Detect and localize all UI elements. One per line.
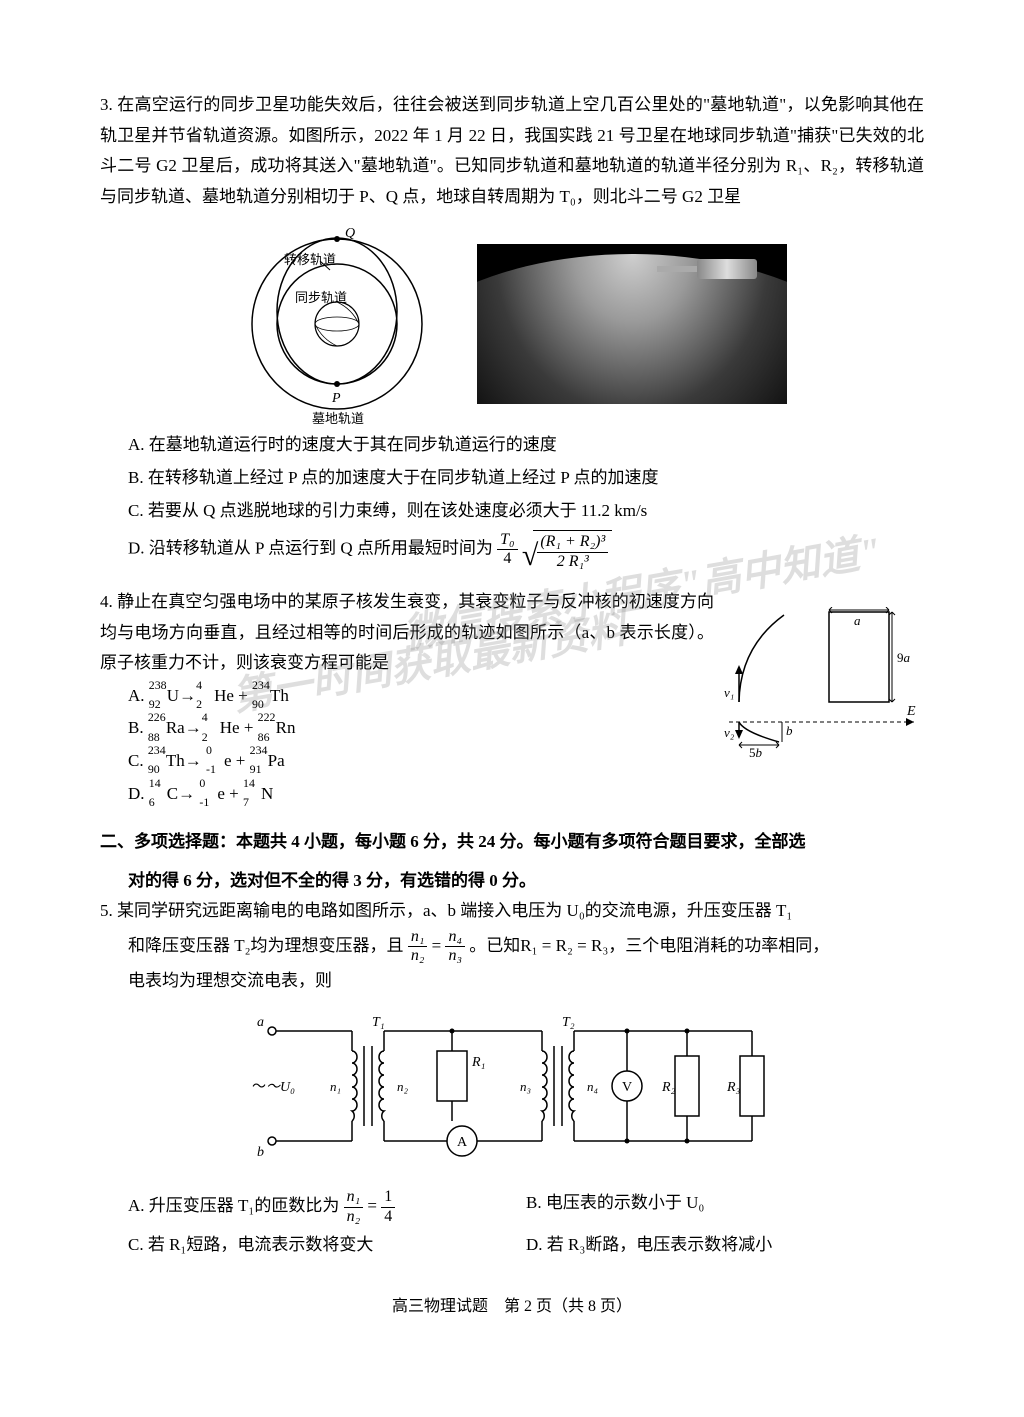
question-5: 5. 某同学研究远距离输电的电路如图所示，a、b 端接入电压为 U₀的交流电源，… [100, 896, 924, 1263]
orbit-diagram: Q 转移轨道 同步轨道 P 墓地轨道 [237, 224, 437, 424]
q3-text: 在高空运行的同步卫星功能失效后，往往会被送到同步轨道上空几百公里处的"墓地轨道"… [100, 95, 924, 206]
section2-head: 二、多项选择题：本题共 4 小题，每小题 6 分，共 24 分。每小题有多项符合… [100, 827, 924, 858]
q4-text: 静止在真空匀强电场中的某原子核发生衰变，其衰变粒子与反冲核的初速度方向均与电场方… [100, 592, 714, 672]
svg-text:～～U₀: ～～U₀ [252, 1080, 295, 1095]
page-footer: 高三物理试题 第 2 页（共 8 页） [100, 1293, 924, 1322]
q5-ratio1: n₁ n₂ [408, 928, 428, 966]
section2-sub: 对的得 6 分，选对但不全的得 3 分，有选错的得 0 分。 [100, 866, 924, 897]
q5-number: 5. [100, 901, 113, 920]
q3-optB: B. 在转移轨道上经过 P 点的加速度大于在同步轨道上经过 P 点的加速度 [128, 463, 924, 494]
q4-optB: B. 22688Ra→42He + 22286Rn [128, 713, 714, 744]
svg-text:b: b [257, 1145, 264, 1160]
q5-stem: 5. 某同学研究远距离输电的电路如图所示，a、b 端接入电压为 U₀的交流电源，… [100, 896, 924, 927]
q3-number: 3. [100, 95, 113, 114]
svg-text:R₁: R₁ [471, 1055, 485, 1070]
q5-optC: C. 若 R₁短路，电流表示数将变大 [128, 1230, 526, 1261]
q4-number: 4. [100, 592, 113, 611]
svg-text:n₄: n₄ [587, 1079, 599, 1094]
q3-stem: 3. 在高空运行的同步卫星功能失效后，往往会被送到同步轨道上空几百公里处的"墓地… [100, 90, 924, 212]
q5-options: A. 升压变压器 T₁的匝数比为 n₁ n₂ = 1 4 B. 电压表的示数小于… [100, 1186, 924, 1262]
satellite-photo [477, 244, 787, 404]
q5-circuit: a b ～～U₀ T₁ n₁ n₂ [100, 1006, 924, 1176]
svg-text:Q: Q [345, 226, 355, 241]
svg-text:v₂: v₂ [724, 725, 735, 740]
q5-ratio2: n₄ n₃ [445, 928, 465, 966]
svg-text:n₂: n₂ [397, 1079, 409, 1094]
q4-stem: 4. 静止在真空匀强电场中的某原子核发生衰变，其衰变粒子与反冲核的初速度方向均与… [100, 587, 714, 679]
svg-text:a: a [854, 613, 861, 628]
svg-text:a: a [257, 1015, 264, 1030]
q4-figure: E a 9a [724, 587, 924, 811]
svg-text:R₃: R₃ [726, 1080, 741, 1095]
svg-text:T₁: T₁ [372, 1015, 385, 1030]
q5-optB: B. 电压表的示数小于 U₀ [526, 1188, 924, 1226]
svg-text:V: V [622, 1080, 632, 1095]
q3-options: A. 在墓地轨道运行时的速度大于其在同步轨道运行的速度 B. 在转移轨道上经过 … [100, 430, 924, 571]
svg-text:n₃: n₃ [520, 1079, 531, 1094]
svg-text:墓地轨道: 墓地轨道 [312, 411, 364, 424]
svg-text:同步轨道: 同步轨道 [295, 290, 347, 305]
q3-optD-frac1: T₀ 4 [497, 531, 517, 569]
q3-optD: D. 沿转移轨道从 P 点运行到 Q 点所用最短时间为 T₀ 4 √ (R₁ +… [128, 528, 924, 571]
svg-text:5b: 5b [749, 745, 763, 757]
q5-line3: 电表均为理想交流电表，则 [100, 966, 924, 997]
svg-text:转移轨道: 转移轨道 [284, 252, 336, 267]
svg-text:R₂: R₂ [661, 1080, 676, 1095]
q4-optD: D. 146C→ 0-1e + 147N [128, 779, 714, 810]
question-4: 微信搜索小程序"高中知道" 第一时间获取最新资料 4. 静止在真空匀强电场中的某… [100, 587, 924, 811]
q3-optA: A. 在墓地轨道运行时的速度大于其在同步轨道运行的速度 [128, 430, 924, 461]
q3-figure-row: Q 转移轨道 同步轨道 P 墓地轨道 [100, 224, 924, 424]
q4-optC: C. 23490Th→ 0-1e + 23491Pa [128, 746, 714, 777]
q4-optA: A. 23892U→42He + 23490Th [128, 681, 714, 712]
svg-text:T₂: T₂ [562, 1015, 575, 1030]
svg-text:A: A [457, 1135, 468, 1150]
q5-line2: 和降压变压器 T₂均为理想变压器，且 n₁ n₂ = n₄ n₃ 。已知R₁ =… [100, 927, 924, 966]
q3-optD-prefix: D. 沿转移轨道从 P 点运行到 Q 点所用最短时间为 [128, 538, 493, 557]
q3-optC: C. 若要从 Q 点逃脱地球的引力束缚，则在该处速度必须大于 11.2 km/s [128, 496, 924, 527]
q5-optA: A. 升压变压器 T₁的匝数比为 n₁ n₂ = 1 4 [128, 1188, 526, 1226]
svg-text:P: P [331, 391, 341, 406]
svg-text:9a: 9a [897, 650, 911, 665]
q5-text1: 某同学研究远距离输电的电路如图所示，a、b 端接入电压为 U₀的交流电源，升压变… [117, 901, 792, 920]
q5-optD: D. 若 R₃断路，电压表示数将减小 [526, 1230, 924, 1261]
question-3: 3. 在高空运行的同步卫星功能失效后，往往会被送到同步轨道上空几百公里处的"墓地… [100, 90, 924, 571]
svg-text:b: b [786, 723, 793, 738]
svg-text:v₁: v₁ [724, 685, 734, 700]
svg-text:E: E [906, 704, 916, 719]
q4-options: A. 23892U→42He + 23490Th B. 22688Ra→42He… [100, 681, 714, 809]
q3-optD-sqrt: √ (R₁ + R₂)³ 2 R₁³ [522, 528, 612, 571]
svg-text:n₁: n₁ [330, 1079, 341, 1094]
